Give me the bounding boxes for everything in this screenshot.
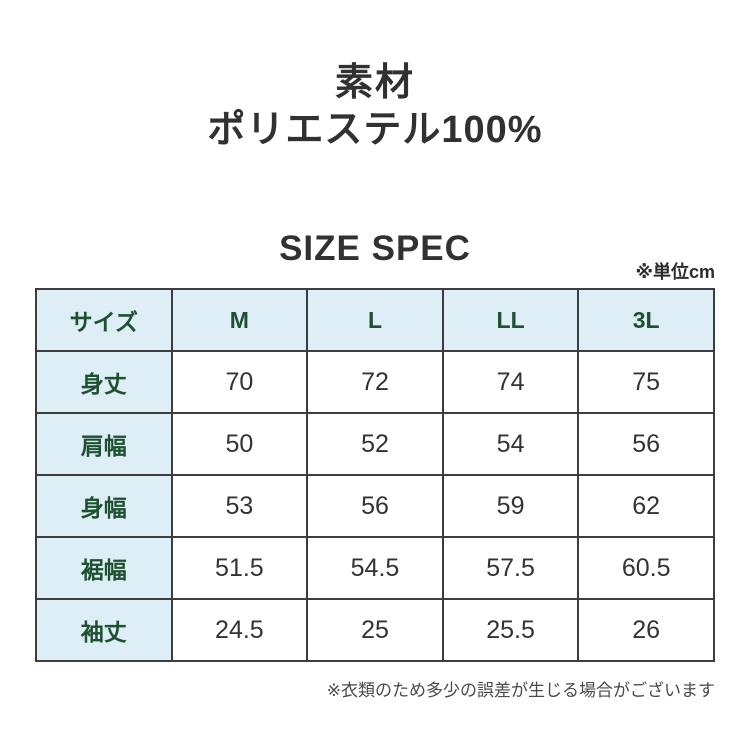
size-cell: 75 [577,350,715,414]
table-row-susohaba: 裾幅 51.5 54.5 57.5 60.5 [35,536,715,600]
size-cell: 74 [441,350,580,414]
size-cell: 62 [577,474,715,538]
table-row-mitake: 身丈 70 72 74 75 [35,350,715,414]
size-cell: 57.5 [441,536,580,600]
size-cell: 51.5 [170,536,309,600]
table-header-row: サイズ M L LL 3L [35,288,715,352]
size-cell: 56 [577,412,715,476]
size-table: サイズ M L LL 3L 身丈 70 72 74 75 肩幅 50 52 54… [35,288,715,662]
row-label-mihaba: 身幅 [35,474,173,538]
row-label-mitake: 身丈 [35,350,173,414]
size-spec-heading: SIZE SPEC [279,229,471,268]
column-header-3l: 3L [577,288,715,352]
material-section: 素材 ポリエステル100% [0,0,750,154]
size-cell: 60.5 [577,536,715,600]
size-cell: 26 [577,598,715,662]
size-cell: 54 [441,412,580,476]
table-row-mihaba: 身幅 53 56 59 62 [35,474,715,538]
unit-note: ※単位cm [635,262,715,282]
size-cell: 53 [170,474,309,538]
column-header-m: M [170,288,309,352]
size-cell: 59 [441,474,580,538]
size-cell: 50 [170,412,309,476]
table-row-sodetake: 袖丈 24.5 25 25.5 26 [35,598,715,662]
size-cell: 25.5 [441,598,580,662]
column-header-size: サイズ [35,288,173,352]
material-value: ポリエステル100% [207,109,543,151]
row-label-sodetake: 袖丈 [35,598,173,662]
row-label-susohaba: 裾幅 [35,536,173,600]
size-spec-header: SIZE SPEC ※単位cm [35,228,715,282]
column-header-l: L [306,288,444,352]
size-cell: 52 [306,412,444,476]
column-header-ll: LL [441,288,580,352]
size-cell: 70 [170,350,309,414]
size-cell: 72 [306,350,444,414]
size-cell: 54.5 [306,536,444,600]
table-row-katahaba: 肩幅 50 52 54 56 [35,412,715,476]
size-cell: 56 [306,474,444,538]
material-heading: 素材 [334,62,415,104]
row-label-katahaba: 肩幅 [35,412,173,476]
size-cell: 25 [306,598,444,662]
footnote: ※衣類のため多少の誤差が生じる場合がございます [326,681,715,700]
size-cell: 24.5 [170,598,309,662]
